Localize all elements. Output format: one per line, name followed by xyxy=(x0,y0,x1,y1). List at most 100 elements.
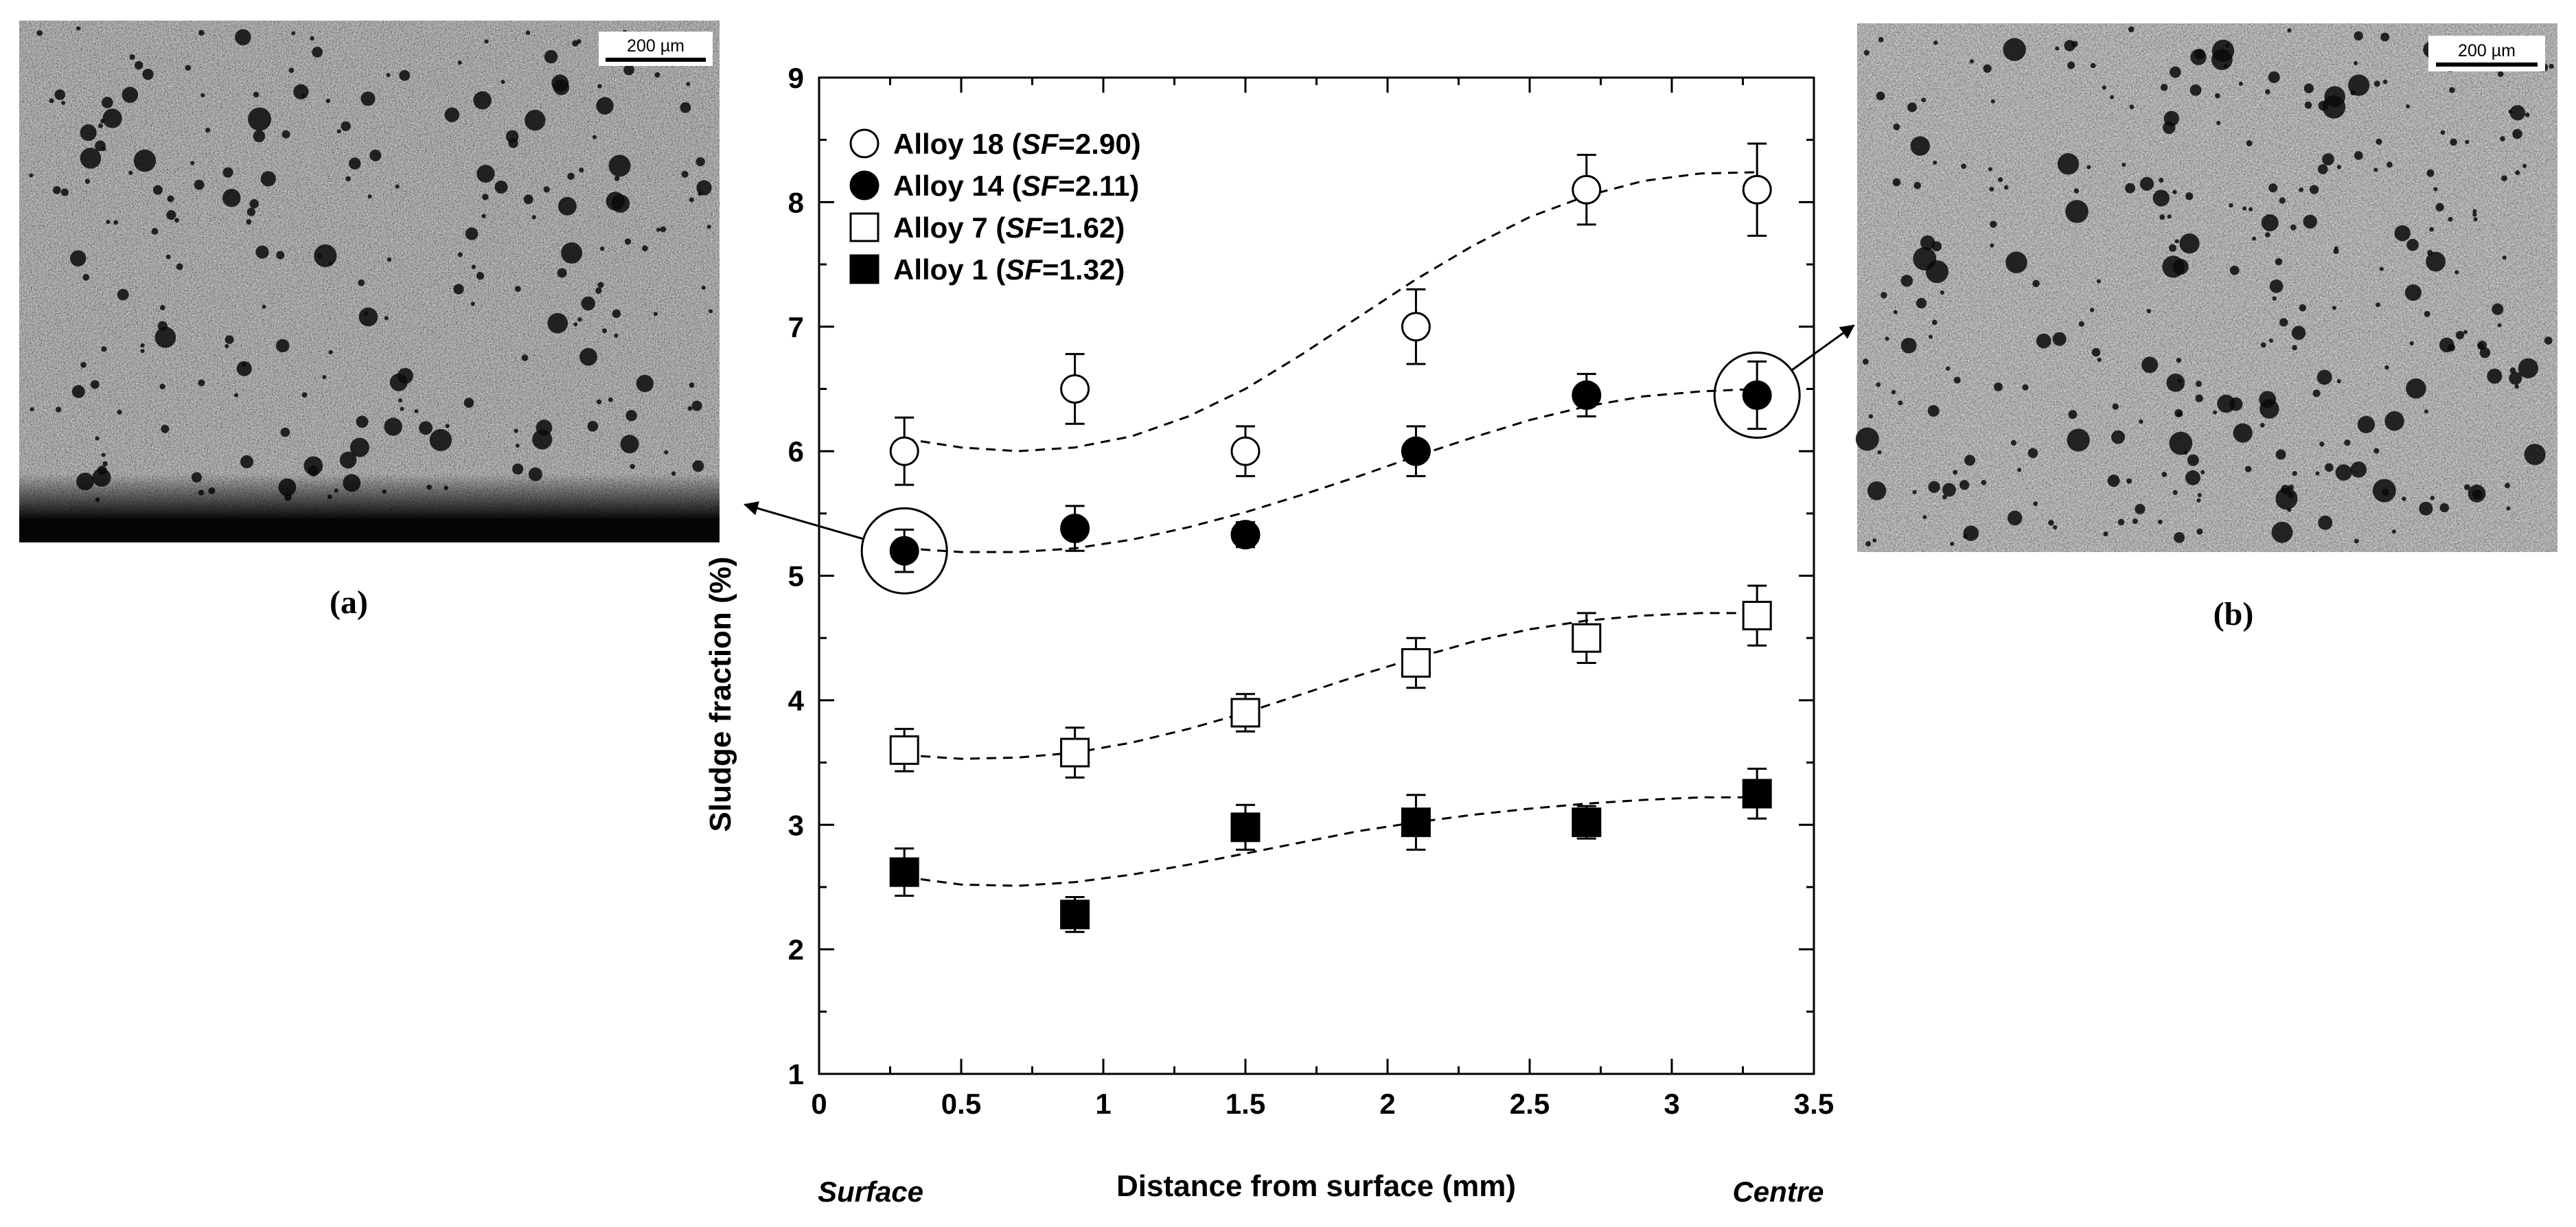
pore-dot xyxy=(1988,167,1993,172)
pore-dot xyxy=(185,65,192,71)
pore-dot xyxy=(2068,410,2078,419)
pore-dot xyxy=(2344,439,2351,446)
pore-dot xyxy=(2497,71,2504,78)
pore-dot xyxy=(709,309,713,314)
pore-dot xyxy=(470,301,475,306)
pore-dot xyxy=(312,47,323,58)
pore-dot xyxy=(2487,368,2503,384)
pore-dot xyxy=(61,100,66,105)
pore-dot xyxy=(597,282,604,288)
pore-dot xyxy=(2439,503,2450,513)
pore-dot xyxy=(2172,490,2178,495)
pore-dot xyxy=(2544,336,2553,345)
pore-dot xyxy=(429,428,452,452)
porosity-dots-a xyxy=(29,26,713,503)
pore-dot xyxy=(445,424,450,428)
pore-dot xyxy=(369,149,382,161)
pore-dot xyxy=(625,410,637,422)
pore-dot xyxy=(102,146,106,151)
pore-dot xyxy=(577,317,582,322)
pore-dot xyxy=(291,31,296,36)
legend-series-name: Alloy 14 ( xyxy=(893,170,1022,202)
porosity-dots-b xyxy=(1855,26,2554,547)
pore-dot xyxy=(2325,463,2334,472)
pore-dot xyxy=(2166,374,2185,392)
pore-dot xyxy=(2003,38,2026,61)
pore-dot xyxy=(2158,519,2163,525)
pore-dot xyxy=(482,194,489,200)
data-point-series-0 xyxy=(1060,374,1090,404)
pore-dot xyxy=(543,186,550,193)
pore-dot xyxy=(157,321,168,332)
pore-dot xyxy=(2310,185,2319,194)
pore-dot xyxy=(525,30,531,35)
pore-dot xyxy=(2549,63,2554,69)
pore-dot xyxy=(2357,415,2376,434)
pore-dot xyxy=(190,161,195,165)
pore-dot xyxy=(1925,260,1948,284)
pore-dot xyxy=(2233,423,2253,443)
pore-dot xyxy=(2275,449,2286,460)
pore-dot xyxy=(2518,358,2539,379)
pore-dot xyxy=(608,154,631,177)
pore-dot xyxy=(248,107,272,131)
pore-dot xyxy=(686,82,691,87)
pore-dot xyxy=(514,286,521,293)
pore-dot xyxy=(339,451,357,469)
pore-dot xyxy=(2139,419,2143,424)
pore-dot xyxy=(701,286,706,290)
panel-b-caption: (b) xyxy=(2213,596,2254,632)
pore-dot xyxy=(1933,40,1938,45)
pore-dot xyxy=(2450,138,2457,146)
pore-dot xyxy=(2373,448,2380,454)
pore-dot xyxy=(2271,521,2293,543)
pore-dot xyxy=(660,226,667,233)
legend-series-name: Alloy 7 ( xyxy=(893,211,1005,244)
pore-dot xyxy=(2168,244,2177,252)
pore-dot xyxy=(322,375,327,380)
pore-dot xyxy=(358,279,365,286)
pore-dot xyxy=(1953,376,1961,384)
pore-dot xyxy=(2304,101,2312,109)
data-points xyxy=(889,142,1772,933)
pore-dot xyxy=(2089,308,2095,312)
pore-dot xyxy=(2354,31,2363,41)
pore-dot xyxy=(2447,343,2455,352)
data-point-series-2 xyxy=(1401,647,1431,678)
pore-dot xyxy=(1868,414,1874,419)
pore-dot xyxy=(587,420,599,432)
pore-dot xyxy=(117,409,122,415)
pore-dot xyxy=(246,219,252,225)
pore-dot xyxy=(2473,217,2478,222)
pore-dot xyxy=(276,251,285,260)
data-point-series-0 xyxy=(1401,312,1431,342)
pore-dot xyxy=(2170,66,2181,78)
pore-dot xyxy=(54,89,65,100)
pore-dot xyxy=(2318,515,2333,530)
pore-dot xyxy=(222,189,241,207)
pore-dot xyxy=(2354,151,2363,160)
pore-dot xyxy=(1994,382,2003,391)
legend-sf-label: SF xyxy=(1022,170,1059,202)
data-point-series-1 xyxy=(1230,520,1261,550)
data-point-series-3 xyxy=(1401,807,1431,838)
pore-dot xyxy=(2196,498,2201,503)
pore-dot xyxy=(2071,41,2078,47)
pore-dot xyxy=(2290,224,2297,231)
pore-dot xyxy=(280,427,290,437)
pore-dot xyxy=(133,149,157,172)
pore-dot xyxy=(29,173,34,178)
data-point-series-2 xyxy=(1230,698,1261,728)
pore-dot xyxy=(53,186,61,194)
pore-dot xyxy=(2067,428,2090,452)
pore-dot xyxy=(242,362,247,367)
pore-dot xyxy=(2265,232,2270,238)
pore-dot xyxy=(2350,461,2367,478)
pore-dot xyxy=(581,296,596,311)
pore-dot xyxy=(687,406,693,411)
pore-dot xyxy=(2287,28,2292,33)
pore-dot xyxy=(551,74,569,92)
pore-dot xyxy=(325,98,331,104)
pore-dot xyxy=(2197,493,2202,498)
